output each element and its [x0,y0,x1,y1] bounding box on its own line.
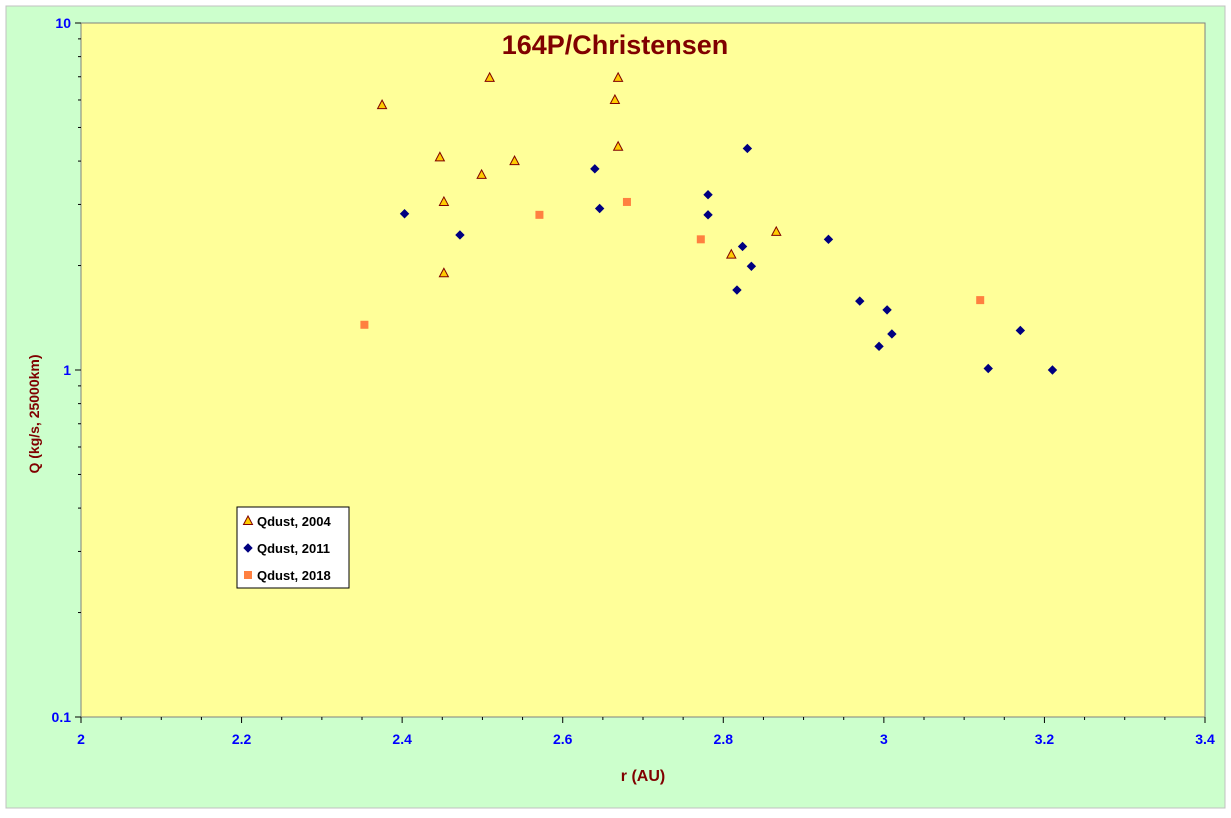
data-point-diamond [737,241,748,252]
y-tick-label: 1 [63,362,71,378]
data-point-diamond [703,210,713,220]
x-tick-label: 2 [77,731,85,747]
x-tick-label: 2.4 [392,731,412,747]
data-point-triangle [612,71,624,82]
x-tick-label: 3.2 [1035,731,1055,747]
data-point-triangle [438,267,450,278]
data-point-square [622,197,631,206]
legend-label: Qdust, 2011 [257,541,330,556]
data-point-triangle [434,151,446,162]
data-point-triangle [612,140,624,151]
data-point-diamond [887,329,897,339]
y-axis-label: Q (kg/s, 25000km) [26,354,42,473]
data-point-diamond [882,305,892,315]
data-point-diamond [1015,325,1026,336]
data-point-square [696,235,705,244]
legend-marker-triangle [242,514,254,525]
data-point-diamond [1047,365,1058,375]
data-point-square [360,320,369,329]
data-point-triangle [438,195,450,206]
data-point-triangle [376,99,388,110]
data-point-diamond [590,164,600,174]
data-point-diamond [983,363,993,374]
data-point-diamond [742,143,753,154]
data-point-diamond [399,209,410,219]
data-point-diamond [455,230,465,240]
legend: Qdust, 2004 Qdust, 2011 Qdust, 2018 [236,506,350,589]
axes-group: 2 2.2 2.4 2.6 2.8 3 3.2 3.4 0.1 1 10 [52,15,1215,747]
x-axis-label: r (AU) [621,768,665,785]
data-point-diamond [703,190,713,200]
x-tick-label: 2.2 [232,731,252,747]
data-point-triangle [509,155,520,166]
data-point-square [976,296,985,305]
legend-label: Qdust, 2018 [257,568,331,583]
data-point-triangle [476,168,487,179]
x-tick-label: 3 [880,731,888,747]
y-tick-label: 0.1 [52,709,72,725]
data-point-diamond [823,234,834,245]
x-tick-label: 3.4 [1195,731,1215,747]
data-point-triangle [770,225,782,236]
x-tick-label: 2.8 [714,731,734,747]
legend-marker-square [244,571,252,579]
data-point-triangle [725,248,737,259]
data-point-diamond [874,341,884,352]
data-point-diamond [746,261,757,272]
y-tick-label: 10 [55,15,71,31]
data-point-triangle [484,71,495,82]
data-point-triangle [609,93,621,104]
legend-label: Qdust, 2004 [257,514,331,529]
data-point-diamond [594,203,605,214]
data-point-square [535,210,544,219]
legend-marker-diamond [243,543,253,553]
points-group [360,71,1058,375]
data-point-diamond [732,285,742,295]
chart-title: 164P/Christensen [502,30,729,60]
legend-box [236,506,350,589]
plot-area [80,22,1206,718]
x-tick-label: 2.6 [553,731,573,747]
data-point-diamond [855,296,865,306]
